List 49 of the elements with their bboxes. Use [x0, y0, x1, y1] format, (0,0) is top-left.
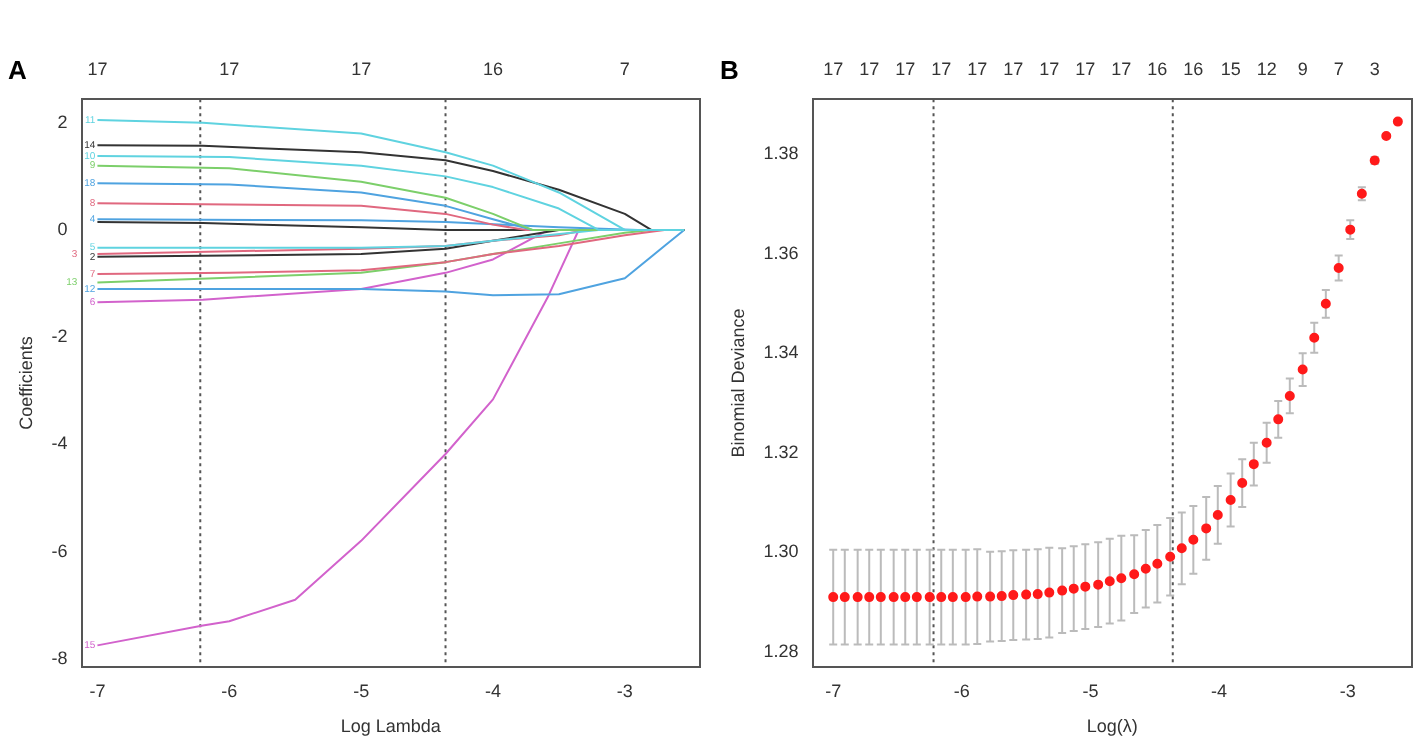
text: 17	[1039, 59, 1060, 80]
text: 17	[1111, 59, 1132, 80]
text: 16	[1147, 59, 1168, 80]
text: 17	[895, 59, 916, 80]
y-tick-label: 2	[57, 111, 68, 132]
y-tick-label: -8	[51, 647, 68, 668]
text: 15	[1220, 59, 1241, 80]
y-tick-label: 0	[57, 218, 68, 239]
x-tick-label: -5	[353, 680, 370, 701]
x-tick-label: -4	[484, 680, 501, 701]
text: 17	[1003, 59, 1024, 80]
y-tick-label: 1.36	[763, 242, 799, 263]
chart-title: A	[8, 54, 28, 85]
y-tick-label: -2	[51, 326, 68, 347]
text: 17	[859, 59, 880, 80]
x-tick-label: -6	[953, 680, 970, 701]
text: 16	[482, 59, 503, 80]
y-tick-label: 1.28	[763, 640, 799, 661]
text: 16	[1183, 59, 1204, 80]
y-tick-label: 1.30	[763, 541, 799, 562]
y-tick-label: 1.38	[763, 142, 799, 163]
text: 17	[219, 59, 240, 80]
text: 7	[619, 59, 630, 80]
text: 17	[351, 59, 372, 80]
text: 17	[967, 59, 988, 80]
x-tick-label: -4	[1211, 680, 1228, 701]
text: 7	[1333, 59, 1344, 80]
text: 17	[1075, 59, 1096, 80]
text: 9	[1297, 59, 1308, 80]
y-tick-label: -6	[51, 540, 68, 561]
text: 17	[87, 59, 108, 80]
x-axis-title: Log Lambda	[340, 716, 441, 737]
text: 3	[1369, 59, 1380, 80]
text: 17	[823, 59, 844, 80]
x-tick-label: -7	[825, 680, 842, 701]
x-tick-label: -7	[89, 680, 106, 701]
x-tick-label: -5	[1082, 680, 1099, 701]
text: 17	[931, 59, 952, 80]
x-tick-label: -6	[221, 680, 238, 701]
x-axis-title: Log(λ)	[1086, 716, 1138, 737]
y-tick-label: -4	[51, 433, 68, 454]
chart-title: B	[720, 54, 739, 85]
x-tick-label: -3	[616, 680, 633, 701]
y-axis-title: Binomial Deviance	[727, 308, 748, 458]
x-tick-label: -3	[1339, 680, 1356, 701]
y-tick-label: 1.32	[763, 441, 799, 462]
y-tick-label: 1.34	[763, 342, 799, 363]
text: 12	[1256, 59, 1277, 80]
y-axis-title: Coefficients	[15, 335, 36, 430]
